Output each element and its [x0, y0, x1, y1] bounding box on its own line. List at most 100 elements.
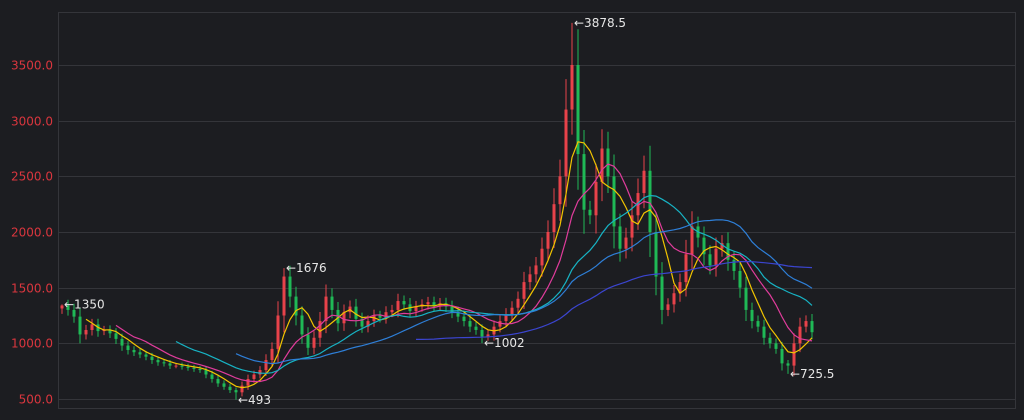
candle-body [768, 337, 772, 344]
candle-body [300, 315, 304, 335]
candle-body [132, 350, 136, 353]
candle-body [396, 301, 400, 310]
y-tick-label: 3500.0 [11, 59, 53, 73]
candle-body [60, 305, 64, 309]
candle-body [78, 316, 82, 335]
candle-body [378, 315, 382, 318]
y-tick-label: 1000.0 [11, 337, 53, 351]
candle-body [294, 296, 298, 316]
candle-body [522, 282, 526, 299]
candle-body [558, 176, 562, 205]
candle-body [234, 390, 238, 393]
candle-body [204, 370, 208, 375]
candle-body [810, 321, 814, 333]
candle-body [702, 237, 706, 255]
candle-body [780, 348, 784, 364]
candle-body [624, 237, 628, 249]
candle-body [534, 265, 538, 275]
candle-body [714, 248, 718, 266]
candle-body [726, 243, 730, 260]
candle-body [150, 356, 154, 361]
candle-body [480, 329, 484, 337]
candle-body [198, 368, 202, 371]
candle-body [252, 374, 256, 379]
candle-body [330, 296, 334, 310]
candle-body [354, 306, 358, 319]
candle-body [540, 248, 544, 266]
candle-body [222, 383, 226, 387]
candle-body [636, 193, 640, 216]
candle-body [528, 274, 532, 283]
ma30-line [235, 219, 813, 365]
candle-body [798, 326, 802, 344]
candle-body [282, 276, 286, 316]
candle-body [606, 148, 610, 177]
ma10-line [115, 163, 813, 383]
y-tick-label: 2500.0 [11, 170, 53, 184]
candle-body [156, 360, 160, 363]
candle-body [174, 365, 178, 367]
candle-body [600, 148, 604, 182]
plot-frame [58, 12, 1016, 409]
candle-body [120, 338, 124, 346]
candle-body [390, 309, 394, 313]
candle-body [324, 296, 328, 322]
candle-body [594, 181, 598, 216]
candle-body [240, 385, 244, 393]
candle-body [66, 305, 70, 310]
extreme-annotation: ←1350 [64, 297, 105, 311]
candle-body [792, 343, 796, 366]
candle-body [180, 365, 184, 367]
candle-body [336, 309, 340, 324]
candle-body [114, 333, 118, 339]
moving-averages [85, 141, 813, 389]
candle-body [720, 243, 724, 249]
candle-body [570, 65, 574, 110]
candle-body [666, 304, 670, 310]
candle-body [486, 334, 490, 337]
candle-body [744, 287, 748, 310]
candle-body [186, 366, 190, 368]
y-tick-label: 3000.0 [11, 115, 53, 129]
candle-body [690, 226, 694, 255]
annotations: ←1350 ←1676 ←493 ←1002 ←3878.5 ←725.5 [64, 16, 834, 407]
candle-body [546, 232, 550, 249]
candle-body [138, 352, 142, 355]
candle-body [360, 318, 364, 327]
candle-body [672, 293, 676, 305]
candle-body [90, 324, 94, 330]
candle-body [642, 170, 646, 194]
candle-body [414, 306, 418, 312]
candle-body [192, 367, 196, 369]
candle-body [228, 386, 232, 391]
candle-body [564, 109, 568, 177]
candle-body [342, 312, 346, 324]
y-tick-label: 500.0 [19, 393, 53, 407]
candle-body [384, 312, 388, 318]
candle-body [312, 337, 316, 348]
candle-body [288, 276, 292, 297]
candle-body [366, 321, 370, 327]
candle-body [306, 334, 310, 348]
candle-body [432, 302, 436, 306]
candle-body [276, 315, 280, 349]
candle-body [588, 209, 592, 216]
extreme-annotation: ←1002 [484, 336, 525, 350]
candle-body [660, 276, 664, 310]
candle-body [516, 298, 520, 308]
extreme-annotation: ←3878.5 [574, 16, 626, 30]
candle-body [210, 374, 214, 379]
candle-body [72, 309, 76, 317]
extreme-annotation: ←725.5 [790, 367, 834, 381]
candle-body [762, 326, 766, 338]
extreme-annotation: ←1676 [286, 261, 327, 275]
candle-body [510, 307, 514, 315]
candle-body [402, 301, 406, 305]
candle-body [630, 215, 634, 238]
candle-body [84, 329, 88, 335]
candle-body [162, 362, 166, 364]
candle-body [678, 282, 682, 294]
y-axis: 500.0 1000.0 1500.0 2000.0 2500.0 3000.0 3500.… [11, 59, 53, 407]
candle-body [732, 259, 736, 271]
